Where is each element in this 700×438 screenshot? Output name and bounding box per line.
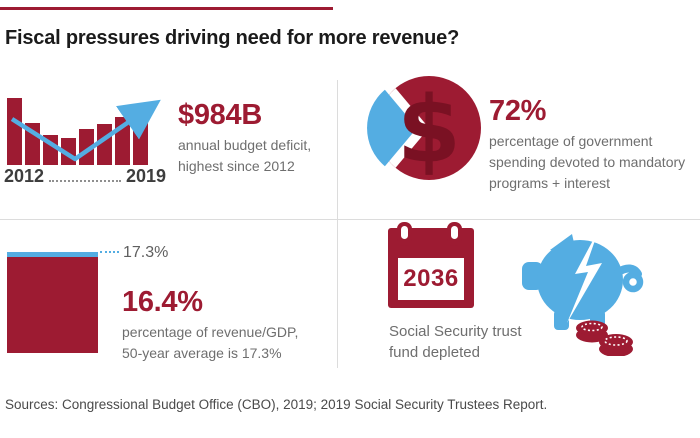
spending-desc-line-2: spending devoted to mandatory bbox=[489, 154, 686, 170]
deficit-text-block: $984B annual budget deficit, highest sin… bbox=[178, 99, 311, 177]
deficit-bar bbox=[79, 129, 94, 165]
deficit-x-axis: 2012 2019 bbox=[4, 166, 166, 187]
calendar-ring-icon bbox=[397, 222, 412, 246]
spending-desc-line-3: programs + interest bbox=[489, 175, 610, 191]
deficit-bar bbox=[61, 138, 76, 165]
revenue-bar-fill bbox=[7, 257, 98, 353]
spending-desc-line-1: percentage of government bbox=[489, 133, 653, 149]
calendar-ring-icon bbox=[447, 222, 462, 246]
top-accent-rule bbox=[0, 7, 333, 10]
x-start-label: 2012 bbox=[4, 166, 45, 186]
revenue-bar-cap bbox=[7, 252, 98, 257]
ss-caption-line-2: fund depleted bbox=[389, 344, 480, 361]
dollar-sign-glyph: $ bbox=[397, 77, 461, 184]
reference-dotted-leader bbox=[100, 251, 119, 253]
revenue-desc-line-1: percentage of revenue/GDP, bbox=[122, 324, 299, 340]
reference-label: 17.3% bbox=[123, 244, 169, 261]
revenue-desc-line-2: 50-year average is 17.3% bbox=[122, 345, 282, 361]
calendar-ring-hole bbox=[451, 226, 458, 239]
deficit-desc-line-2: highest since 2012 bbox=[178, 158, 295, 174]
deficit-bar bbox=[133, 104, 148, 165]
deficit-bar bbox=[25, 123, 40, 165]
spending-text-block: 72% percentage of government spending de… bbox=[489, 95, 685, 194]
sources-note: Sources: Congressional Budget Office (CB… bbox=[5, 397, 548, 412]
deficit-bar bbox=[43, 135, 58, 165]
calendar-ring-hole bbox=[401, 226, 408, 239]
calendar-icon: 2036 bbox=[388, 222, 474, 308]
revenue-headline: 16.4% bbox=[122, 286, 203, 318]
calendar-year: 2036 bbox=[403, 265, 459, 292]
vertical-divider bbox=[337, 80, 338, 368]
spending-headline: 72% bbox=[489, 95, 547, 127]
deficit-headline: $984B bbox=[178, 99, 262, 131]
broken-piggy-bank-icon bbox=[522, 229, 644, 356]
coins-icon bbox=[576, 320, 633, 356]
revenue-text-block: 16.4% percentage of revenue/GDP, 50-year… bbox=[122, 286, 298, 364]
deficit-bar bbox=[97, 124, 112, 165]
deficit-desc-line-1: annual budget deficit, bbox=[178, 137, 312, 153]
social-security-caption: Social Security trust fund depleted bbox=[389, 321, 522, 363]
deficit-bars bbox=[7, 97, 148, 165]
x-end-label: 2019 bbox=[125, 166, 166, 186]
horizontal-divider bbox=[0, 219, 700, 220]
deficit-bar bbox=[115, 117, 130, 165]
dotted-leader bbox=[49, 180, 121, 182]
deficit-bar bbox=[7, 98, 22, 165]
dollar-pie-icon: $ bbox=[367, 76, 481, 184]
calendar-window: 2036 bbox=[398, 258, 464, 300]
page-title: Fiscal pressures driving need for more r… bbox=[5, 27, 460, 49]
revenue-bar bbox=[7, 252, 98, 353]
ss-caption-line-1: Social Security trust bbox=[389, 323, 522, 340]
